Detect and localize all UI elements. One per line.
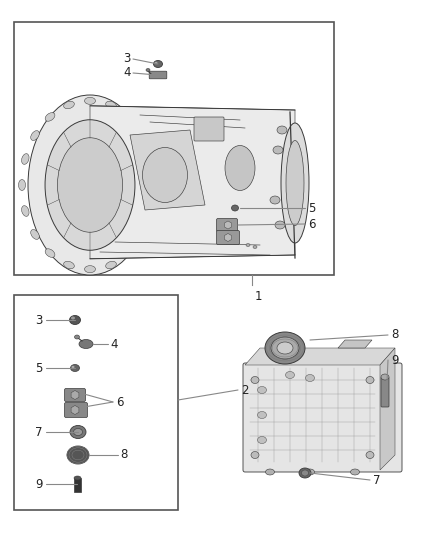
Text: 6: 6 [308,217,315,230]
Ellipse shape [265,332,305,364]
Ellipse shape [305,375,314,382]
Ellipse shape [286,372,294,378]
Ellipse shape [273,146,283,154]
Ellipse shape [142,148,187,203]
Ellipse shape [64,261,74,269]
Ellipse shape [141,230,149,239]
Bar [14,295,178,510]
Polygon shape [338,340,372,348]
Ellipse shape [125,249,135,257]
Polygon shape [380,348,395,470]
Ellipse shape [258,386,266,393]
Ellipse shape [151,206,159,216]
Ellipse shape [153,61,162,68]
Ellipse shape [79,340,93,349]
Ellipse shape [74,429,82,435]
Ellipse shape [265,469,275,475]
Ellipse shape [271,337,299,359]
Ellipse shape [71,365,80,372]
Ellipse shape [70,425,86,439]
Ellipse shape [141,131,149,140]
FancyBboxPatch shape [194,117,224,141]
Ellipse shape [57,138,123,232]
Ellipse shape [74,335,80,339]
FancyBboxPatch shape [243,363,402,472]
Ellipse shape [70,316,81,325]
Ellipse shape [258,411,266,418]
FancyBboxPatch shape [149,71,167,79]
Ellipse shape [45,120,135,251]
Ellipse shape [232,205,239,211]
Ellipse shape [350,469,360,475]
Ellipse shape [125,112,135,121]
Text: 7: 7 [35,425,43,439]
Ellipse shape [299,468,311,478]
Ellipse shape [67,446,89,464]
Ellipse shape [253,246,257,248]
Ellipse shape [21,206,29,216]
Ellipse shape [366,451,374,458]
Ellipse shape [31,131,39,140]
FancyBboxPatch shape [64,402,88,417]
Text: 1: 1 [255,290,262,303]
Ellipse shape [28,95,152,275]
Text: 8: 8 [391,328,399,342]
Ellipse shape [155,180,162,190]
Ellipse shape [277,126,287,134]
Text: 5: 5 [308,201,315,214]
Ellipse shape [246,244,250,246]
Ellipse shape [31,230,39,239]
Text: 3: 3 [35,313,43,327]
Ellipse shape [301,470,308,476]
Ellipse shape [251,376,259,384]
Ellipse shape [225,146,255,190]
FancyBboxPatch shape [216,219,237,231]
Ellipse shape [366,376,374,384]
Ellipse shape [71,366,74,368]
Ellipse shape [85,265,95,273]
Ellipse shape [277,342,293,354]
Ellipse shape [275,221,285,229]
Ellipse shape [45,112,55,121]
Polygon shape [130,130,205,210]
Bar [14,22,334,275]
Ellipse shape [85,98,95,104]
FancyBboxPatch shape [64,389,85,401]
Text: 9: 9 [35,478,43,490]
Ellipse shape [45,249,55,257]
Ellipse shape [74,476,81,480]
Ellipse shape [151,154,159,164]
FancyBboxPatch shape [381,377,389,407]
Text: 8: 8 [120,448,127,462]
Ellipse shape [106,101,117,109]
Ellipse shape [106,261,117,269]
Polygon shape [90,106,295,259]
Ellipse shape [155,62,158,64]
Ellipse shape [281,123,309,243]
Text: 2: 2 [241,384,248,397]
Text: 3: 3 [124,52,131,64]
Ellipse shape [251,451,259,458]
FancyBboxPatch shape [216,230,240,245]
Ellipse shape [270,196,280,204]
Ellipse shape [305,469,314,475]
Ellipse shape [64,101,74,109]
Polygon shape [245,348,395,365]
Ellipse shape [381,374,389,380]
Text: 4: 4 [124,67,131,79]
Ellipse shape [146,69,150,71]
Ellipse shape [71,317,75,319]
Ellipse shape [18,180,25,190]
Text: 7: 7 [373,473,381,487]
Text: 6: 6 [116,395,124,408]
Ellipse shape [233,241,237,245]
Ellipse shape [286,141,304,225]
Text: 9: 9 [391,353,399,367]
Ellipse shape [21,154,29,164]
Bar [74,478,81,492]
Text: 5: 5 [35,361,43,375]
Text: 4: 4 [110,337,117,351]
Ellipse shape [258,437,266,443]
